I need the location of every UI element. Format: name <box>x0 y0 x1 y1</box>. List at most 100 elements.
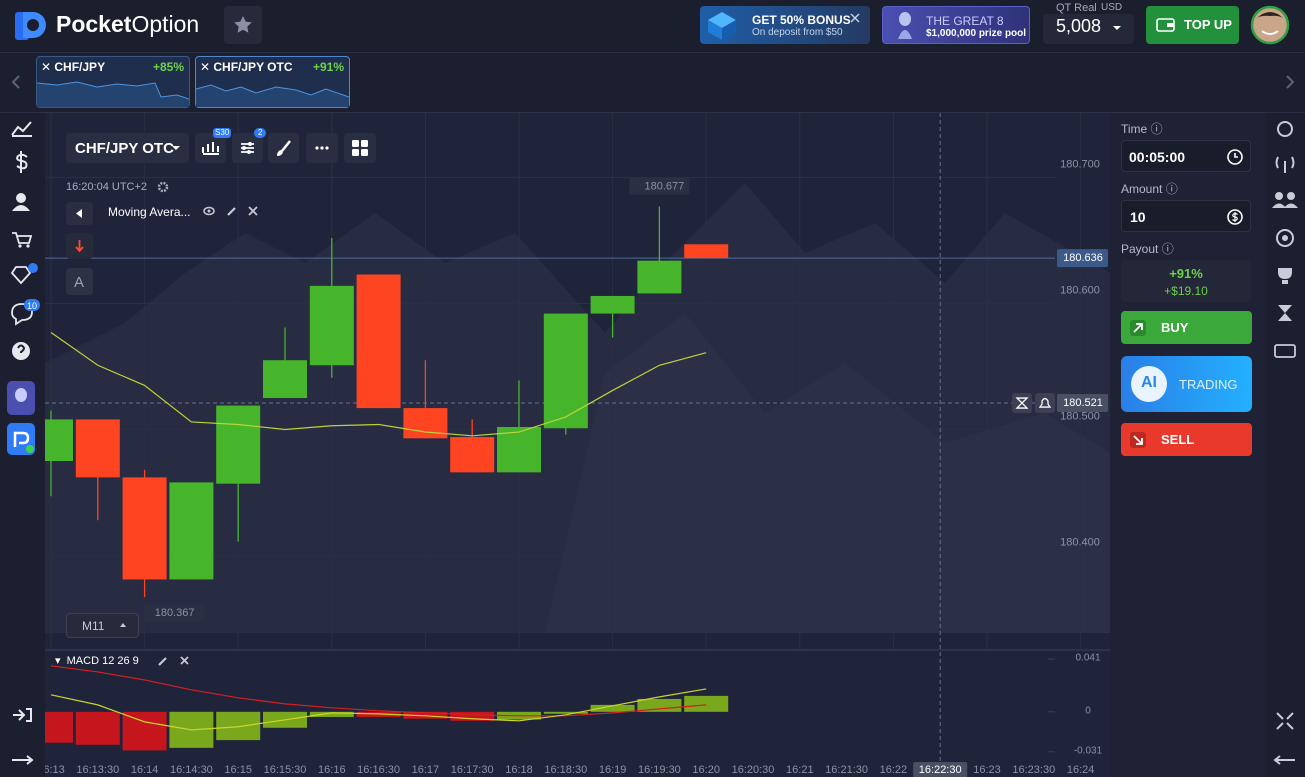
y-tick-label: 180.500 <box>1060 410 1100 422</box>
collapse-icon[interactable] <box>1273 755 1295 765</box>
expand-icon[interactable] <box>12 755 34 765</box>
candle-body <box>497 426 541 473</box>
x-tick-label: 16:20 <box>692 764 720 776</box>
sidebar-bg <box>1265 113 1305 777</box>
promo-banner[interactable]: THE GREAT 8 $1,000,000 prize pool <box>882 6 1030 44</box>
time-input[interactable]: 00:05:00 <box>1121 140 1251 172</box>
tabs-next[interactable] <box>1284 75 1296 89</box>
ai-label: TRADING <box>1179 377 1238 392</box>
sell-button[interactable]: SELL <box>1121 423 1252 456</box>
caret <box>120 623 126 627</box>
fullscreen-icon[interactable] <box>1276 712 1294 730</box>
remove-icon[interactable] <box>180 656 189 665</box>
macd-bar <box>590 704 635 712</box>
drawing-button[interactable] <box>268 133 299 163</box>
balance-box[interactable]: 5,008 <box>1043 14 1134 44</box>
notification-count: 10 <box>26 301 37 311</box>
remove-icon[interactable] <box>248 206 258 216</box>
trend-arrow-button[interactable] <box>66 233 93 259</box>
finance-icon[interactable] <box>16 151 28 173</box>
cart-wheel <box>18 244 22 248</box>
candle-body <box>216 405 261 484</box>
top-up-label: TOP UP <box>1184 17 1232 32</box>
profile-icon-body[interactable] <box>12 205 30 211</box>
social-icon[interactable] <box>1275 192 1283 200</box>
text-tool-button[interactable]: A <box>66 268 93 295</box>
promo-title: THE GREAT 8 <box>926 14 1004 28</box>
target-center <box>1282 235 1288 241</box>
promo-figure <box>15 388 27 402</box>
macd-bar <box>309 711 354 717</box>
trophy-icon[interactable] <box>1278 268 1292 284</box>
chat-icon[interactable] <box>11 303 33 326</box>
macd-bar <box>684 695 729 712</box>
macd-tick-label: 0 <box>1085 705 1091 716</box>
current-price-box <box>1057 249 1108 268</box>
arrow <box>1286 75 1295 89</box>
avatar-smile <box>1261 30 1279 35</box>
bonus-title: GET 50% BONUS <box>752 13 851 27</box>
ai-trading-button[interactable]: AI TRADING <box>1121 356 1252 412</box>
trade-icon[interactable] <box>11 121 32 137</box>
tab-asset: CHF/JPY OTC <box>213 60 293 74</box>
macd-signal-line <box>50 665 707 717</box>
logo-light: Option <box>131 11 200 37</box>
x-tick-label: 16:21 <box>786 764 814 776</box>
text-tool: A <box>74 274 85 291</box>
macd-tick-label: -0.031 <box>1074 745 1103 756</box>
eye-icon[interactable] <box>203 206 215 216</box>
signals-icon[interactable] <box>1275 156 1295 173</box>
market-icon[interactable] <box>12 232 33 244</box>
clock-icon <box>1227 149 1243 165</box>
tab-payout: +91% <box>312 60 344 74</box>
x-tick-label: 16:16:30 <box>357 764 400 776</box>
pending-icon[interactable] <box>1278 305 1292 321</box>
buy-button[interactable]: BUY <box>1121 311 1252 344</box>
close-icon[interactable] <box>850 13 860 23</box>
top-up-button[interactable]: TOP UP <box>1146 6 1239 44</box>
bonus-banner[interactable]: GET 50% BONUS On deposit from $50 <box>700 6 870 44</box>
app-glyph <box>13 431 30 447</box>
asset-selector[interactable]: CHF/JPY OTC <box>66 133 189 163</box>
timeframe-button[interactable]: M11 <box>66 613 139 638</box>
achievements-icon[interactable] <box>10 266 32 285</box>
candles-glyph <box>202 142 219 155</box>
profile-icon[interactable] <box>16 193 26 203</box>
asset-tab-active[interactable]: ✕ CHF/JPY OTC +91% <box>195 56 350 108</box>
amount-input[interactable]: 10 <box>1121 200 1251 232</box>
asset-tab[interactable]: ✕ CHF/JPY +85% <box>36 56 190 108</box>
tab-title: ✕ CHF/JPY <box>41 60 106 74</box>
settings-icon[interactable] <box>157 181 169 193</box>
hotkeys-icon[interactable] <box>1274 344 1296 358</box>
favorite-button[interactable] <box>224 6 262 44</box>
tab-asset: CHF/JPY <box>54 60 106 74</box>
currency-icon <box>1227 209 1243 225</box>
tab-sparkline <box>196 84 349 107</box>
balance: 5,008 <box>1056 16 1102 36</box>
macd-actions <box>158 656 189 666</box>
indicator-actions <box>203 206 258 216</box>
logo-text: PocketOption <box>56 13 199 36</box>
layout-button[interactable] <box>344 133 376 163</box>
cube-left <box>708 20 722 40</box>
candles-icon <box>202 142 219 155</box>
indicators-button[interactable] <box>232 133 263 163</box>
history-icon[interactable] <box>1277 121 1293 137</box>
clock-face <box>1227 149 1243 165</box>
tabs-prev[interactable] <box>10 75 22 89</box>
sell-icon <box>1130 432 1146 448</box>
arrow <box>11 75 20 89</box>
bonus-subtitle: On deposit from $50 <box>752 27 843 38</box>
collapse-indicators[interactable] <box>66 202 93 225</box>
logout-icon[interactable] <box>13 708 32 722</box>
cube-right <box>722 20 736 40</box>
caret-shape <box>1113 26 1121 30</box>
edit-icon[interactable] <box>227 207 236 216</box>
edit-icon[interactable] <box>158 657 167 666</box>
more-button[interactable] <box>306 133 338 163</box>
up-arrow <box>1133 323 1143 333</box>
avatar[interactable] <box>1250 5 1290 45</box>
tournaments-icon[interactable] <box>1276 229 1294 247</box>
chart-type-button[interactable] <box>195 133 226 163</box>
tab-sparkline <box>37 81 189 107</box>
